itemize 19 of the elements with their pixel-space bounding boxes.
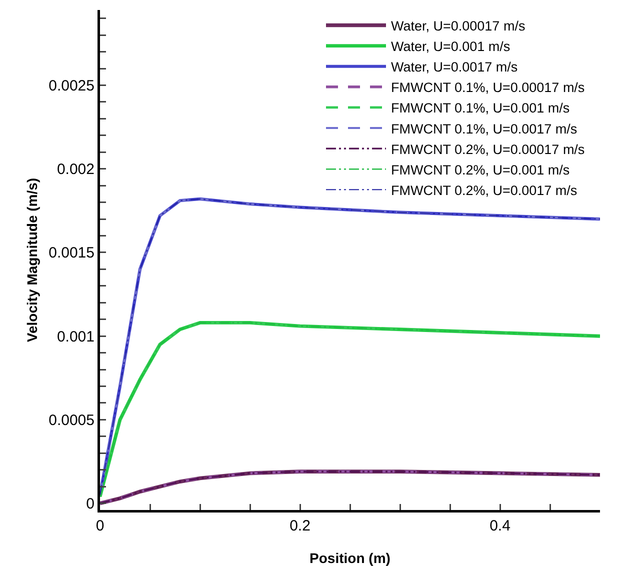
x-tick-label: 0.4 xyxy=(490,518,510,534)
x-tick-label: 0.2 xyxy=(290,518,310,534)
legend-label: FMWCNT 0.1%, U=0.001 m/s xyxy=(391,100,570,116)
y-tick-label: 0.001 xyxy=(56,328,94,346)
legend-label: FMWCNT 0.2%, U=0.001 m/s xyxy=(391,162,570,178)
legend-label: FMWCNT 0.2%, U=0.0017 m/s xyxy=(391,182,578,198)
y-tick-label: 0.002 xyxy=(56,161,94,178)
y-tick-label: 0.0005 xyxy=(48,412,94,429)
legend-label: FMWCNT 0.1%, U=0.00017 m/s xyxy=(391,80,585,96)
y-tick-label: 0.0015 xyxy=(48,244,94,262)
legend-label: Water, U=0.00017 m/s xyxy=(391,18,526,34)
x-axis-title: Position (m) xyxy=(310,550,390,566)
legend-label: Water, U=0.001 m/s xyxy=(391,39,510,54)
y-tick-label: 0.0025 xyxy=(48,78,94,94)
legend-label: Water, U=0.0017 m/s xyxy=(391,60,518,75)
y-tick-label: 0 xyxy=(86,496,94,513)
legend-label: FMWCNT 0.1%, U=0.0017 m/s xyxy=(391,121,578,136)
y-axis-title: Velocity Magnitude (m/s) xyxy=(24,178,40,342)
legend-label: FMWCNT 0.2%, U=0.00017 m/s xyxy=(391,142,585,157)
